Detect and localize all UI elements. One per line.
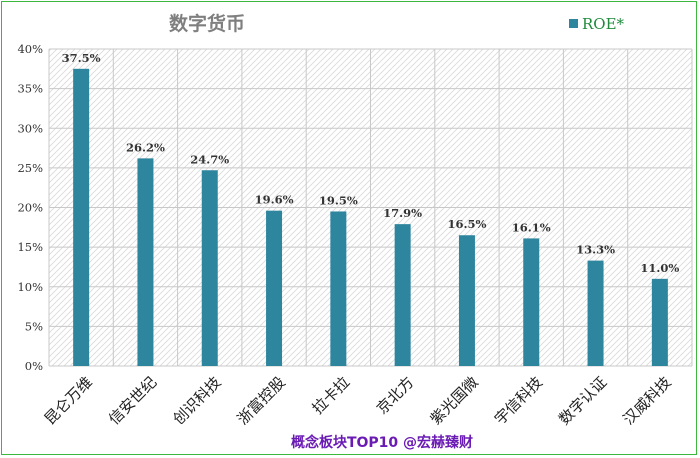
data-label: 24.7%	[190, 152, 229, 166]
data-label: 19.6%	[255, 193, 294, 207]
bar	[651, 278, 668, 366]
x-category-label: 汉威科技	[620, 373, 675, 428]
y-tick-label: 35%	[17, 82, 43, 96]
data-labels: 37.5% 26.2% 24.7% 19.6% 19.5% 17.9% 16.5% 16.1%…	[62, 51, 680, 275]
y-tick-label: 15%	[17, 240, 43, 254]
y-tick-label: 10%	[17, 280, 43, 294]
x-category-label: 创识科技	[169, 373, 224, 428]
x-category-label: 宇信科技	[491, 373, 546, 428]
bar	[523, 238, 540, 366]
bar	[330, 211, 347, 366]
bar	[394, 224, 411, 366]
gridlines	[48, 48, 693, 367]
data-label: 26.2%	[126, 140, 165, 154]
legend-label: ROE*	[582, 15, 625, 33]
footer-caption: 概念板块TOP10 @宏赫臻财	[291, 434, 473, 451]
bar	[201, 170, 218, 366]
y-tick-label: 40%	[17, 42, 43, 56]
chart-title: 数字货币	[169, 12, 245, 35]
x-axis-category-labels: 昆仑万维 信安世纪 创识科技 浙富控股 拉卡拉 京北方 紫光国微 宇信科技 数字认证 汉威科技	[41, 373, 675, 428]
x-category-label: 昆仑万维	[41, 373, 96, 428]
data-label: 13.3%	[576, 243, 615, 257]
data-label: 17.9%	[383, 206, 422, 220]
x-category-label: 信安世纪	[105, 373, 160, 428]
data-label: 11.0%	[640, 261, 679, 275]
data-label: 37.5%	[62, 51, 101, 65]
x-category-label: 紫光国微	[427, 373, 482, 428]
x-category-label: 拉卡拉	[309, 373, 354, 418]
bar	[266, 210, 283, 366]
data-label: 16.5%	[447, 217, 486, 231]
y-tick-label: 5%	[25, 319, 43, 333]
legend: ROE*	[569, 15, 625, 33]
y-tick-label: 30%	[17, 121, 43, 135]
bar	[458, 235, 475, 366]
y-axis-tick-labels: 0% 5% 10% 15% 20% 25% 30% 35% 40%	[17, 42, 43, 373]
y-tick-label: 20%	[17, 201, 43, 215]
data-label: 16.1%	[512, 220, 551, 234]
data-label: 19.5%	[319, 193, 358, 207]
bar	[73, 68, 90, 366]
x-category-label: 数字认证	[555, 373, 610, 428]
x-category-label: 京北方	[373, 373, 418, 418]
y-tick-label: 0%	[25, 359, 43, 373]
legend-swatch	[569, 19, 578, 28]
bar	[587, 260, 604, 366]
y-tick-label: 25%	[17, 161, 43, 175]
x-category-label: 浙富控股	[234, 373, 289, 428]
bar	[137, 158, 154, 366]
bars	[73, 68, 668, 366]
